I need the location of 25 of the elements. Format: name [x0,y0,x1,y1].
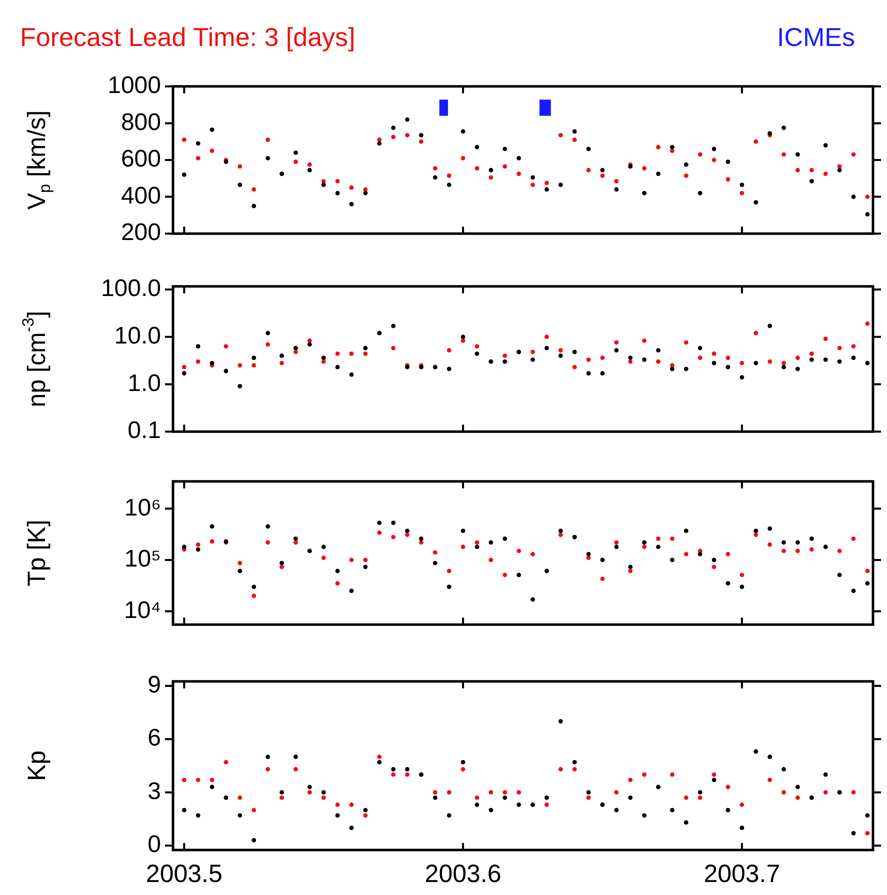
y-tick-label: 10⁴ [124,596,161,624]
y-tick-label: 10⁵ [124,546,161,573]
x-tick-label: 2003.5 [146,860,222,888]
x-tick-label: 2003.7 [704,860,780,888]
y-tick-label: 6 [148,724,161,752]
y-tick-label: 400 [120,182,161,210]
y-axis-title: Tp [K] [22,520,51,586]
y-tick-label: 1000 [108,72,161,100]
y-tick-label: 1.0 [128,370,161,397]
x-tick-label: 2003.6 [424,860,502,888]
y-axis-title: np [cm-3] [20,310,51,408]
chart-title: Forecast Lead Time: 3 [days] [20,22,356,53]
y-axis-title: Vp [km/s] [22,110,54,210]
y-tick-label: 800 [120,108,161,136]
text: ICMEs [777,22,855,53]
y-tick-label: 0.1 [128,417,161,444]
y-tick-label: 10⁶ [124,494,161,522]
y-tick-label: 100.0 [100,275,161,302]
y-tick-label: 600 [120,146,161,173]
y-tick-label: 9 [148,671,161,698]
y-tick-label: 3 [148,778,161,805]
y-tick-label: 10.0 [114,322,161,350]
y-axis-title: Kp [22,750,51,781]
y-tick-label: 0 [148,831,161,858]
y-tick-label: 200 [120,219,161,246]
